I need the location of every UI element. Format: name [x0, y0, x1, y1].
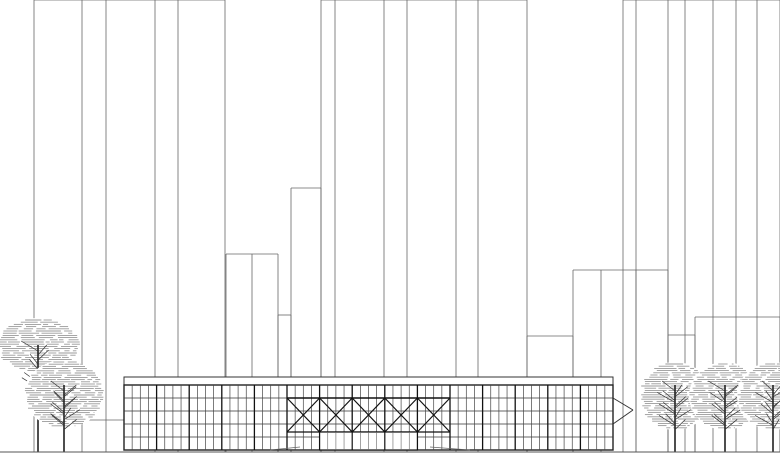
branch	[50, 413, 65, 424]
branch	[63, 419, 77, 430]
branch	[674, 396, 687, 407]
branch	[29, 359, 39, 370]
branch	[29, 353, 39, 365]
canopy-mask	[0, 318, 80, 372]
tree-right-3	[737, 362, 780, 452]
branch	[658, 403, 676, 415]
side-brace	[612, 409, 634, 425]
branch	[724, 384, 739, 396]
truss-diagonal	[416, 397, 451, 433]
branch	[37, 344, 48, 356]
glass-pavilion	[123, 376, 634, 451]
branch	[772, 419, 780, 430]
roof-fascia	[123, 376, 614, 386]
tree-left	[24, 360, 104, 452]
branch	[724, 386, 738, 398]
branch	[772, 392, 780, 398]
branch	[661, 380, 676, 392]
branch	[755, 392, 774, 403]
branch	[51, 415, 65, 426]
step-line	[429, 446, 471, 451]
branch	[63, 386, 77, 398]
branch	[63, 384, 77, 396]
side-brace	[612, 397, 634, 411]
branch	[53, 392, 65, 403]
branch	[63, 409, 80, 421]
truss-diagonal	[319, 397, 353, 433]
branch	[765, 390, 774, 401]
branch	[772, 413, 780, 420]
branch	[662, 390, 676, 402]
branch	[674, 409, 691, 421]
branch	[674, 407, 682, 419]
branch	[724, 409, 741, 421]
branch	[658, 415, 676, 426]
branch	[760, 403, 774, 415]
branch	[717, 390, 726, 401]
branch	[724, 419, 738, 430]
branch	[53, 390, 65, 401]
branch	[657, 392, 676, 403]
branch	[765, 402, 774, 413]
branch	[772, 400, 780, 409]
branch	[708, 380, 726, 392]
branch	[663, 401, 676, 413]
branch	[724, 407, 736, 419]
truss-diagonal	[384, 397, 418, 433]
step-line	[269, 446, 301, 451]
branch	[63, 397, 76, 409]
branch	[762, 380, 774, 392]
branch	[20, 340, 39, 352]
branch	[711, 403, 726, 415]
branch	[674, 397, 689, 409]
branch	[37, 349, 49, 361]
branch	[772, 411, 780, 419]
branch	[724, 396, 739, 407]
branch	[52, 401, 65, 413]
branch	[709, 392, 726, 403]
branch	[63, 407, 72, 419]
branch	[714, 401, 726, 413]
branch	[674, 419, 686, 430]
branch	[766, 413, 774, 424]
branch	[50, 403, 65, 415]
branch	[754, 415, 774, 426]
branch	[711, 415, 726, 426]
branch	[674, 384, 683, 396]
branch	[50, 380, 65, 392]
branch	[713, 413, 726, 424]
truss-diagonal	[286, 397, 321, 433]
branch	[674, 386, 688, 398]
trees	[0, 318, 780, 452]
branch	[665, 413, 676, 424]
truss-diagonal	[351, 397, 386, 433]
